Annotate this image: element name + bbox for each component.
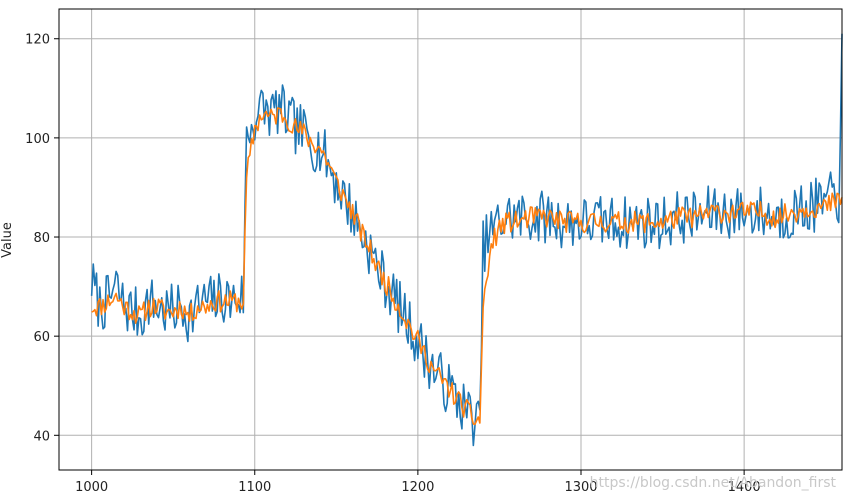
- series-line-1: [90, 33, 843, 447]
- y-tick-label: 60: [33, 330, 50, 345]
- y-tick-label: 100: [25, 132, 50, 147]
- grid-lines: [59, 9, 842, 470]
- y-tick-label: 80: [33, 231, 50, 246]
- x-tick-label: 1100: [238, 480, 271, 495]
- x-tick-label: 1400: [728, 480, 761, 495]
- series-line-2: [91, 107, 843, 426]
- x-tick-label: 1200: [401, 480, 434, 495]
- y-axis-label: Value: [0, 222, 15, 258]
- axis-ticks: 1000 1100 1200 1300 1400 40 60 80 100 120: [25, 33, 761, 495]
- series-lines: [90, 33, 843, 447]
- x-tick-label: 1000: [75, 480, 108, 495]
- y-tick-label: 120: [25, 33, 50, 48]
- x-tick-label: 1300: [564, 480, 597, 495]
- plot-frame: [58, 8, 843, 471]
- y-tick-label: 40: [33, 429, 50, 444]
- watermark-text: https://blog.csdn.net/Abandon_first: [590, 475, 837, 491]
